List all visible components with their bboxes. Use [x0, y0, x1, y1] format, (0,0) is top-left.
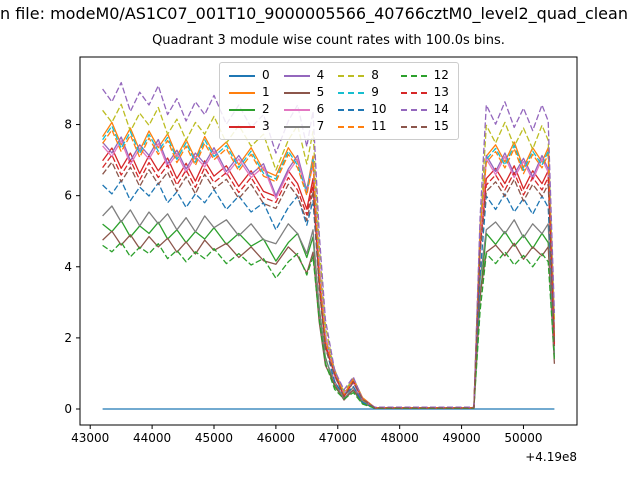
legend-label-11: 11 [371, 119, 387, 133]
legend-item-2: 2 [229, 101, 270, 118]
legend-item-0: 0 [229, 67, 270, 84]
legend-line-sample-14 [400, 108, 427, 111]
legend-label-10: 10 [371, 102, 387, 116]
x-tick-label: 47000 [319, 431, 357, 445]
legend-label-8: 8 [371, 68, 379, 82]
legend-item-11: 11 [338, 118, 387, 135]
legend-item-10: 10 [338, 101, 387, 118]
legend-label-2: 2 [262, 102, 270, 116]
legend-item-1: 1 [229, 84, 270, 101]
plot-frame [79, 56, 578, 426]
legend-line-sample-10 [338, 108, 365, 111]
legend-label-5: 5 [316, 85, 325, 99]
legend-line-sample-15 [400, 125, 427, 128]
y-tick-label: 6 [64, 189, 72, 203]
legend-label-3: 3 [262, 119, 270, 133]
series-line-15 [102, 161, 556, 409]
legend-label-4: 4 [316, 68, 325, 82]
series-line-11 [102, 129, 556, 409]
legend-line-sample-8 [338, 74, 365, 77]
legend-label-6: 6 [316, 102, 325, 116]
legend-item-9: 9 [338, 84, 386, 101]
series-line-5 [102, 230, 556, 409]
legend: 0 1 2 3 4 5 6 7 8 9 10 11 12 13 14 15 [219, 62, 459, 140]
x-tick-label: 44000 [133, 431, 171, 445]
legend-line-sample-5 [283, 91, 310, 94]
legend-label-1: 1 [262, 85, 270, 99]
legend-label-13: 13 [433, 85, 449, 99]
x-tick-label: 48000 [381, 431, 419, 445]
legend-label-9: 9 [371, 85, 379, 99]
legend-item-6: 6 [283, 101, 325, 118]
legend-item-8: 8 [338, 67, 386, 84]
legend-line-sample-2 [229, 108, 255, 111]
legend-label-15: 15 [433, 119, 449, 133]
y-tick-label: 8 [64, 118, 72, 132]
figure-title: n file: modeM0/AS1C07_001T10_9000005566_… [0, 5, 628, 23]
legend-line-sample-9 [338, 91, 365, 94]
legend-label-7: 7 [316, 119, 325, 133]
legend-label-0: 0 [262, 68, 270, 82]
legend-label-12: 12 [433, 68, 449, 82]
legend-item-15: 15 [400, 118, 449, 135]
legend-line-sample-1 [229, 91, 255, 94]
series-line-12 [102, 241, 556, 409]
series-line-13 [102, 154, 556, 409]
series-line-14 [102, 81, 556, 408]
legend-line-sample-4 [283, 74, 310, 77]
legend-label-14: 14 [433, 102, 449, 116]
legend-line-sample-0 [229, 74, 255, 77]
x-tick-label: 45000 [195, 431, 233, 445]
legend-line-sample-7 [283, 125, 310, 128]
axes-title: Quadrant 3 module wise count rates with … [152, 33, 505, 48]
x-tick-label: 43000 [71, 431, 109, 445]
x-tick-label: 49000 [442, 431, 480, 445]
y-tick-label: 4 [64, 260, 72, 274]
x-tick-label: 50000 [504, 431, 542, 445]
legend-line-sample-3 [229, 125, 255, 128]
legend-item-13: 13 [400, 84, 449, 101]
series-line-2 [102, 219, 556, 409]
legend-item-7: 7 [283, 118, 325, 135]
legend-item-3: 3 [229, 118, 270, 135]
series-line-3 [102, 147, 556, 409]
legend-item-12: 12 [400, 67, 449, 84]
y-tick-label: 2 [64, 331, 72, 345]
legend-line-sample-12 [400, 74, 427, 77]
legend-item-5: 5 [283, 84, 325, 101]
y-tick-label: 0 [64, 402, 72, 416]
x-axis-offset-label: +4.19e8 [525, 450, 577, 464]
legend-item-14: 14 [400, 101, 449, 118]
series-line-7 [102, 205, 556, 409]
x-tick-label: 46000 [257, 431, 295, 445]
legend-line-sample-6 [283, 108, 310, 111]
legend-line-sample-13 [400, 91, 427, 94]
legend-item-4: 4 [283, 67, 325, 84]
series-line-9 [102, 125, 556, 409]
legend-line-sample-11 [338, 125, 365, 128]
